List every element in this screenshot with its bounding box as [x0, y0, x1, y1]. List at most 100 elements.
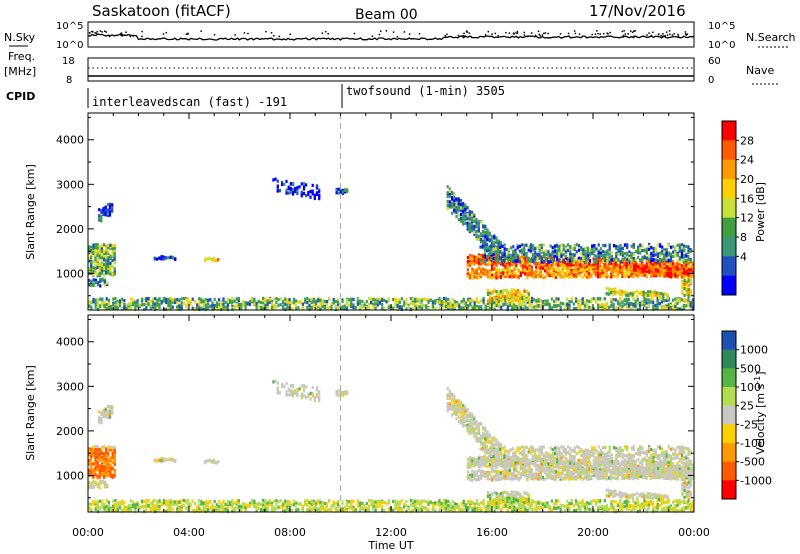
- echo-cell: [503, 259, 506, 263]
- echo-cell: [647, 290, 650, 294]
- echo-cell: [307, 192, 310, 197]
- echo-cell: [661, 269, 664, 273]
- echo-cell: [154, 304, 157, 309]
- echo-cell: [104, 213, 107, 217]
- nsearch-dot: [607, 33, 609, 35]
- echo-cell: [581, 267, 584, 271]
- echo-cell: [453, 198, 456, 202]
- echo-cell: [674, 254, 677, 258]
- echo-cell: [482, 234, 485, 238]
- echo-cell: [319, 298, 322, 302]
- echo-cell: [517, 307, 520, 311]
- echo-cell: [264, 304, 267, 308]
- echo-cell: [582, 248, 585, 252]
- echo-cell: [583, 265, 586, 269]
- echo-cell: [663, 307, 666, 311]
- echo-cell: [374, 302, 377, 306]
- echo-cell: [665, 254, 668, 258]
- echo-cell: [387, 299, 390, 303]
- echo-cell: [665, 261, 668, 265]
- echo-cell: [496, 257, 500, 261]
- echo-cell: [105, 255, 108, 259]
- echo-cell: [654, 274, 657, 278]
- echo-cell: [573, 257, 576, 261]
- y-tick-label: 3000: [56, 178, 84, 191]
- echo-cell: [460, 306, 463, 310]
- echo-cell: [493, 301, 496, 305]
- echo-cell: [527, 294, 530, 298]
- echo-cell: [683, 303, 686, 307]
- echo-cell: [623, 259, 626, 263]
- echo-cell: [517, 302, 520, 306]
- echo-cell: [253, 302, 256, 306]
- echo-cell: [685, 283, 688, 287]
- echo-cell: [107, 243, 110, 247]
- echo-cell: [176, 305, 179, 309]
- echo-cell: [627, 297, 631, 301]
- nsky-frame: [87, 21, 695, 48]
- echo-cell: [601, 270, 604, 274]
- echo-cell: [619, 296, 622, 300]
- echo-cell: [94, 303, 97, 307]
- echo-cell: [691, 261, 694, 265]
- echo-cell: [590, 273, 593, 277]
- echo-cell: [416, 297, 419, 301]
- echo-cell: [617, 258, 620, 262]
- echo-cell: [448, 194, 451, 198]
- echo-cell: [477, 257, 480, 261]
- echo-cell: [683, 269, 686, 274]
- echo-cell: [691, 307, 694, 311]
- echo-cell: [545, 252, 548, 256]
- echo-cell: [651, 294, 654, 298]
- echo-cell: [569, 252, 572, 256]
- echo-cell: [553, 300, 556, 304]
- echo-cell: [630, 307, 633, 311]
- echo-cell: [630, 270, 634, 274]
- echo-cell: [650, 272, 653, 276]
- echo-cell: [398, 306, 401, 310]
- echo-cell: [451, 303, 454, 307]
- echo-cell: [519, 263, 522, 267]
- echo-cell: [572, 306, 575, 311]
- echo-cell: [492, 242, 495, 247]
- echo-cell: [486, 273, 489, 277]
- echo-cell: [420, 306, 423, 310]
- echo-cell: [555, 260, 558, 264]
- echo-cell: [480, 306, 483, 311]
- echo-cell: [497, 241, 500, 245]
- echo-cell: [425, 298, 428, 302]
- echo-cell: [530, 305, 534, 310]
- echo-cell: [462, 215, 465, 219]
- echo-cell: [637, 271, 640, 275]
- echo-cell: [553, 247, 556, 251]
- echo-cell: [178, 307, 181, 311]
- nsearch-dot: [664, 35, 666, 37]
- echo-cell: [488, 250, 491, 254]
- nsearch-dot: [463, 34, 465, 37]
- echo-cell: [503, 248, 506, 253]
- echo-cell: [108, 213, 112, 217]
- echo-cell: [162, 299, 166, 303]
- echo-cell: [235, 304, 238, 308]
- echo-cell: [657, 295, 661, 299]
- echo-cell: [473, 232, 476, 236]
- echo-cell: [588, 305, 591, 309]
- echo-cell: [661, 258, 664, 262]
- echo-cell: [90, 264, 93, 268]
- echo-cell: [608, 244, 611, 248]
- echo-cell: [92, 278, 95, 282]
- echo-cell: [464, 210, 467, 214]
- echo-cell: [503, 255, 506, 259]
- echo-cell: [460, 300, 463, 304]
- echo-cell: [489, 303, 492, 307]
- echo-cell: [663, 265, 666, 269]
- nsearch-dot: [544, 32, 547, 34]
- echo-cell: [92, 243, 95, 247]
- echo-cell: [567, 249, 570, 253]
- echo-cell: [530, 268, 533, 272]
- echo-cell: [638, 307, 642, 311]
- echo-cell: [572, 273, 575, 277]
- echo-cell: [469, 299, 472, 303]
- echo-cell: [94, 461, 97, 465]
- echo-cell: [200, 298, 203, 302]
